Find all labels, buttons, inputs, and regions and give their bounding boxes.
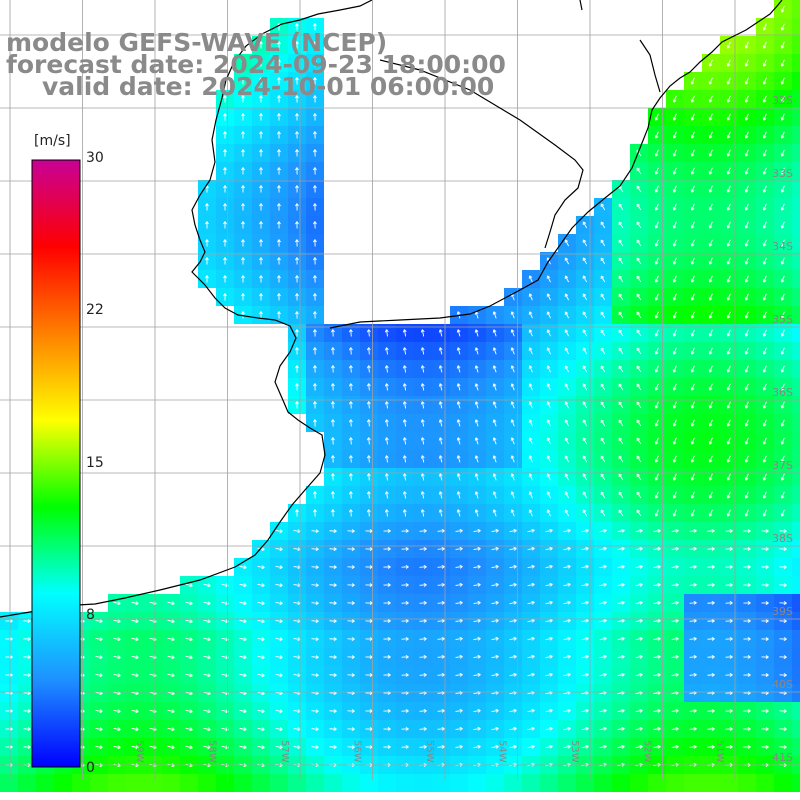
lon-label: 59W	[134, 740, 145, 763]
colorbar-tick-22: 22	[86, 302, 104, 318]
lon-label: 53W	[569, 740, 580, 763]
chart-title-forecast-date: forecast date: 2024-09-23 18:00:00	[6, 50, 506, 79]
chart-title-valid-date: valid date: 2024-10-01 06:00:00	[42, 72, 495, 101]
colorbar-tick-8: 8	[86, 607, 95, 623]
lat-label: 39S	[772, 605, 793, 618]
lat-label: 37S	[772, 459, 793, 472]
lat-label: 38S	[772, 532, 793, 545]
lat-label: 35S	[772, 313, 793, 326]
lon-label: 58W	[207, 740, 218, 763]
lon-label: 51W	[714, 740, 725, 763]
lat-label: 40S	[772, 678, 793, 691]
colorbar	[31, 159, 81, 768]
lat-label: 41S	[772, 751, 793, 764]
colorbar-tick-0: 0	[86, 760, 95, 776]
lat-label: 34S	[772, 240, 793, 253]
lon-label: 54W	[497, 740, 508, 763]
lat-label: 36S	[772, 386, 793, 399]
lat-lon-grid: 32S33S34S35S36S37S38S39S40S41S61W60W59W5…	[0, 0, 800, 780]
chart-title-model: modelo GEFS-WAVE (NCEP)	[6, 28, 388, 57]
lon-label: 55W	[424, 740, 435, 763]
lon-label: 56W	[352, 740, 363, 763]
coastline	[0, 0, 783, 618]
colorbar-unit: [m/s]	[34, 133, 71, 149]
colorbar-tick-15: 15	[86, 455, 104, 471]
lon-label: 52W	[642, 740, 653, 763]
lat-label: 32S	[772, 94, 793, 107]
lon-label: 57W	[279, 740, 290, 763]
colorbar-tick-30: 30	[86, 150, 104, 166]
lat-label: 33S	[772, 167, 793, 180]
